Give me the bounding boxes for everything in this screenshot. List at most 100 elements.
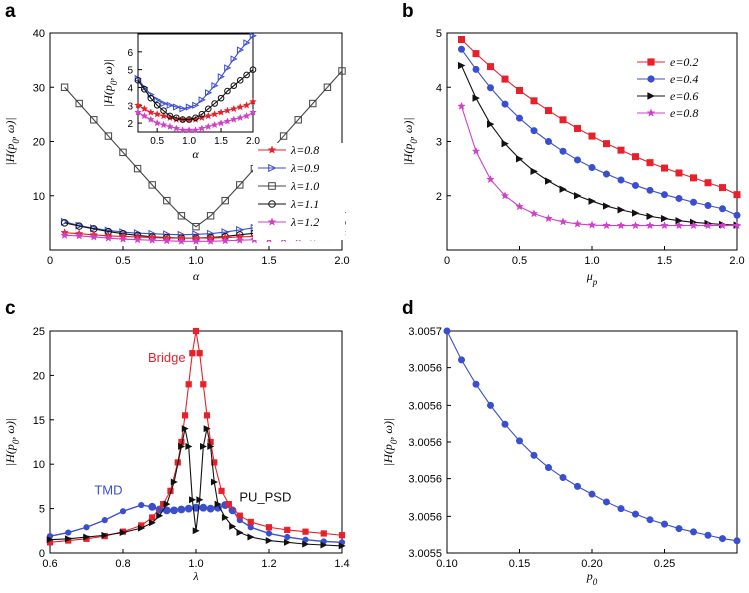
panel-d: d 0.10 0.15 0.20 0.25 3.0055 3.0056 3.0056 3.005… bbox=[381, 298, 741, 587]
d-marker bbox=[573, 482, 581, 490]
c-pupsd-marker bbox=[203, 425, 211, 433]
c-tmd-marker bbox=[247, 524, 254, 531]
a-inset-series-1-marker bbox=[160, 99, 168, 108]
a-legend-bg bbox=[253, 143, 345, 240]
c-pupsd-marker bbox=[189, 496, 197, 504]
a-inset-series-1-marker bbox=[185, 103, 194, 111]
b-series-1-marker bbox=[689, 198, 697, 206]
b-ytick-label: 2 bbox=[436, 191, 442, 203]
c-pupsd-marker bbox=[207, 442, 215, 450]
c-pupsd-marker bbox=[265, 537, 273, 545]
b-series-0-marker bbox=[660, 164, 668, 172]
a-inset-ytick-label: 3 bbox=[127, 101, 133, 112]
a-inset-series-1-marker bbox=[198, 96, 206, 104]
d-ytick-label: 3.0056 bbox=[408, 363, 442, 375]
c-pupsd-marker bbox=[170, 478, 178, 486]
c-pupsd-marker bbox=[283, 538, 291, 546]
c-xtick-label: 1.4 bbox=[334, 558, 349, 570]
c-pupsd-marker bbox=[229, 522, 237, 530]
a-xtick-label: 1.0 bbox=[188, 255, 203, 267]
c-ylabel: |H(p0, ω)| bbox=[3, 418, 21, 466]
a-ytick-label: 10 bbox=[33, 191, 45, 203]
c-bridge-marker bbox=[200, 381, 207, 388]
d-marker bbox=[472, 380, 480, 388]
a-inset-series-1-marker bbox=[230, 55, 238, 63]
a-series-4-marker bbox=[133, 235, 142, 244]
c-annotation-bridge: Bridge bbox=[148, 350, 186, 365]
a-inset-series-3-marker bbox=[185, 116, 193, 123]
d-ytick-label: 3.0055 bbox=[408, 548, 442, 560]
a-inset-series-0-marker bbox=[229, 104, 238, 113]
b-xlabel: μp bbox=[586, 269, 598, 287]
c-bridge-marker bbox=[302, 528, 309, 535]
c-tmd-marker bbox=[206, 504, 215, 513]
c-pupsd-marker bbox=[192, 527, 200, 535]
a-inset-series-3-marker bbox=[134, 77, 142, 84]
panel-c: c 0.6 0.8 1.0 1.2 1.4 0 5 10 15 20 25 Bridge TMD PU_PS… bbox=[3, 298, 350, 583]
b-series-3-marker bbox=[616, 221, 626, 230]
b-series-3-marker bbox=[457, 101, 466, 110]
b-series-0-marker bbox=[617, 146, 625, 154]
b-series-0-marker bbox=[573, 124, 581, 132]
b-xtick-label: 1.5 bbox=[657, 255, 672, 267]
d-xtick-label: 0.15 bbox=[509, 558, 530, 570]
a-inset-series-1-marker bbox=[173, 103, 181, 111]
d-marker bbox=[617, 505, 625, 513]
b-series-0-marker bbox=[733, 191, 741, 199]
a-inset-series-3-marker bbox=[160, 107, 167, 114]
a-inset-series-3-marker bbox=[141, 85, 148, 93]
a-inset-series-4-marker bbox=[242, 111, 251, 120]
c-bridge-marker bbox=[218, 487, 225, 494]
d-marker bbox=[602, 498, 610, 506]
b-series-3-marker bbox=[544, 214, 553, 223]
a-series-2-marker bbox=[309, 99, 317, 108]
a-series-2-marker bbox=[148, 181, 156, 189]
b-series-1-marker bbox=[588, 164, 596, 172]
d-ylabel-subscript: 0 bbox=[389, 439, 399, 444]
d-ytick-label: 3.0057 bbox=[408, 326, 442, 338]
b-series-1-marker bbox=[704, 202, 712, 210]
c-tmd-marker bbox=[177, 505, 186, 514]
c-bridge-marker bbox=[211, 459, 218, 466]
b-legend: e=0.2 e=0.4 e=0.6 e=0.8 bbox=[637, 55, 698, 120]
a-ylabel: |H(p0, ω)| bbox=[3, 117, 21, 165]
d-marker bbox=[588, 490, 596, 498]
b-series-0-marker bbox=[472, 50, 480, 58]
b-series-1-marker bbox=[486, 84, 494, 92]
a-xtick-label: 0.5 bbox=[115, 255, 130, 267]
a-series-2-marker bbox=[177, 212, 186, 220]
a-legend-marker bbox=[268, 163, 277, 173]
d-marker bbox=[457, 356, 465, 364]
a-inset-series-3-marker bbox=[211, 100, 218, 107]
b-series-1-marker bbox=[573, 156, 581, 164]
a-inset-series-1-marker bbox=[179, 105, 187, 113]
c-pupsd-marker bbox=[163, 500, 171, 508]
c-pupsd-marker bbox=[236, 529, 244, 537]
a-series-4-marker bbox=[235, 235, 245, 244]
c-pupsd-marker bbox=[196, 496, 204, 504]
b-series-3-marker bbox=[631, 221, 640, 230]
c-tmd-marker bbox=[138, 501, 145, 509]
a-inset-series-1-marker bbox=[224, 64, 232, 72]
c-bridge-marker bbox=[338, 532, 346, 539]
a-series-4-marker bbox=[60, 230, 69, 240]
a-inset-series-3-marker bbox=[224, 87, 231, 95]
b-ytick-label: 5 bbox=[436, 28, 442, 40]
a-series-4-marker bbox=[147, 235, 157, 244]
b-series-1-marker bbox=[617, 176, 625, 184]
b-series-2-marker bbox=[660, 214, 669, 223]
c-pupsd-marker bbox=[221, 513, 229, 521]
d-ytick-label: 3.0056 bbox=[408, 437, 442, 449]
b-series-3-marker bbox=[689, 221, 698, 230]
b-series-1-marker bbox=[631, 181, 639, 189]
a-inset-series-1-marker bbox=[249, 32, 257, 40]
a-series-4-marker bbox=[177, 236, 186, 245]
b-series-3-line bbox=[460, 106, 737, 227]
c-pupsd-marker bbox=[119, 529, 127, 537]
b-series-0-marker bbox=[588, 132, 596, 140]
c-bridge-marker bbox=[265, 524, 273, 531]
c-pupsd-marker bbox=[46, 536, 54, 544]
c-tmd-marker bbox=[101, 517, 108, 524]
a-inset-series-0-marker bbox=[140, 104, 149, 113]
